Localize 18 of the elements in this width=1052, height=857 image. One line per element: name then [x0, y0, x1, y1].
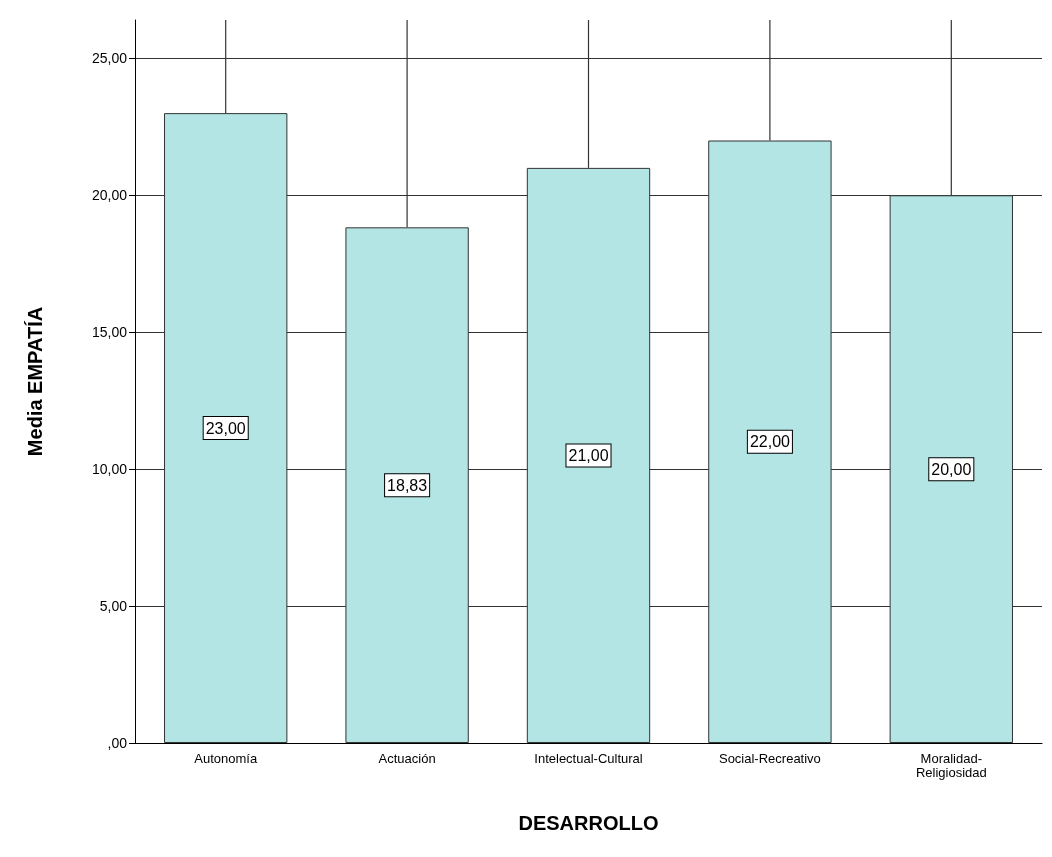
y-tick-label: ,00	[107, 735, 128, 751]
data-label: 22,00	[749, 433, 791, 451]
x-tick-label: Intelectual-Cultural	[534, 750, 643, 766]
y-tick-label: 25,00	[91, 50, 128, 67]
y-tick-label: 5,00	[99, 598, 128, 615]
x-tick-label: Moralidad- Religiosidad	[915, 750, 987, 780]
y-axis-title: Media EMPATÍA	[24, 306, 46, 457]
y-tick-label: 20,00	[91, 187, 128, 204]
x-axis-title: DESARROLLO	[518, 812, 659, 834]
x-tick-label: Actuación	[378, 750, 436, 766]
y-tick-label: 10,00	[91, 461, 128, 478]
x-tick-label: Social-Recreativo	[718, 750, 821, 766]
data-label: 18,83	[387, 476, 428, 494]
data-label: 21,00	[568, 446, 609, 464]
data-label: 23,00	[205, 419, 246, 437]
x-tick-label: Autonomía	[194, 750, 258, 766]
y-tick-label: 15,00	[91, 324, 128, 341]
data-label: 20,00	[931, 460, 972, 478]
